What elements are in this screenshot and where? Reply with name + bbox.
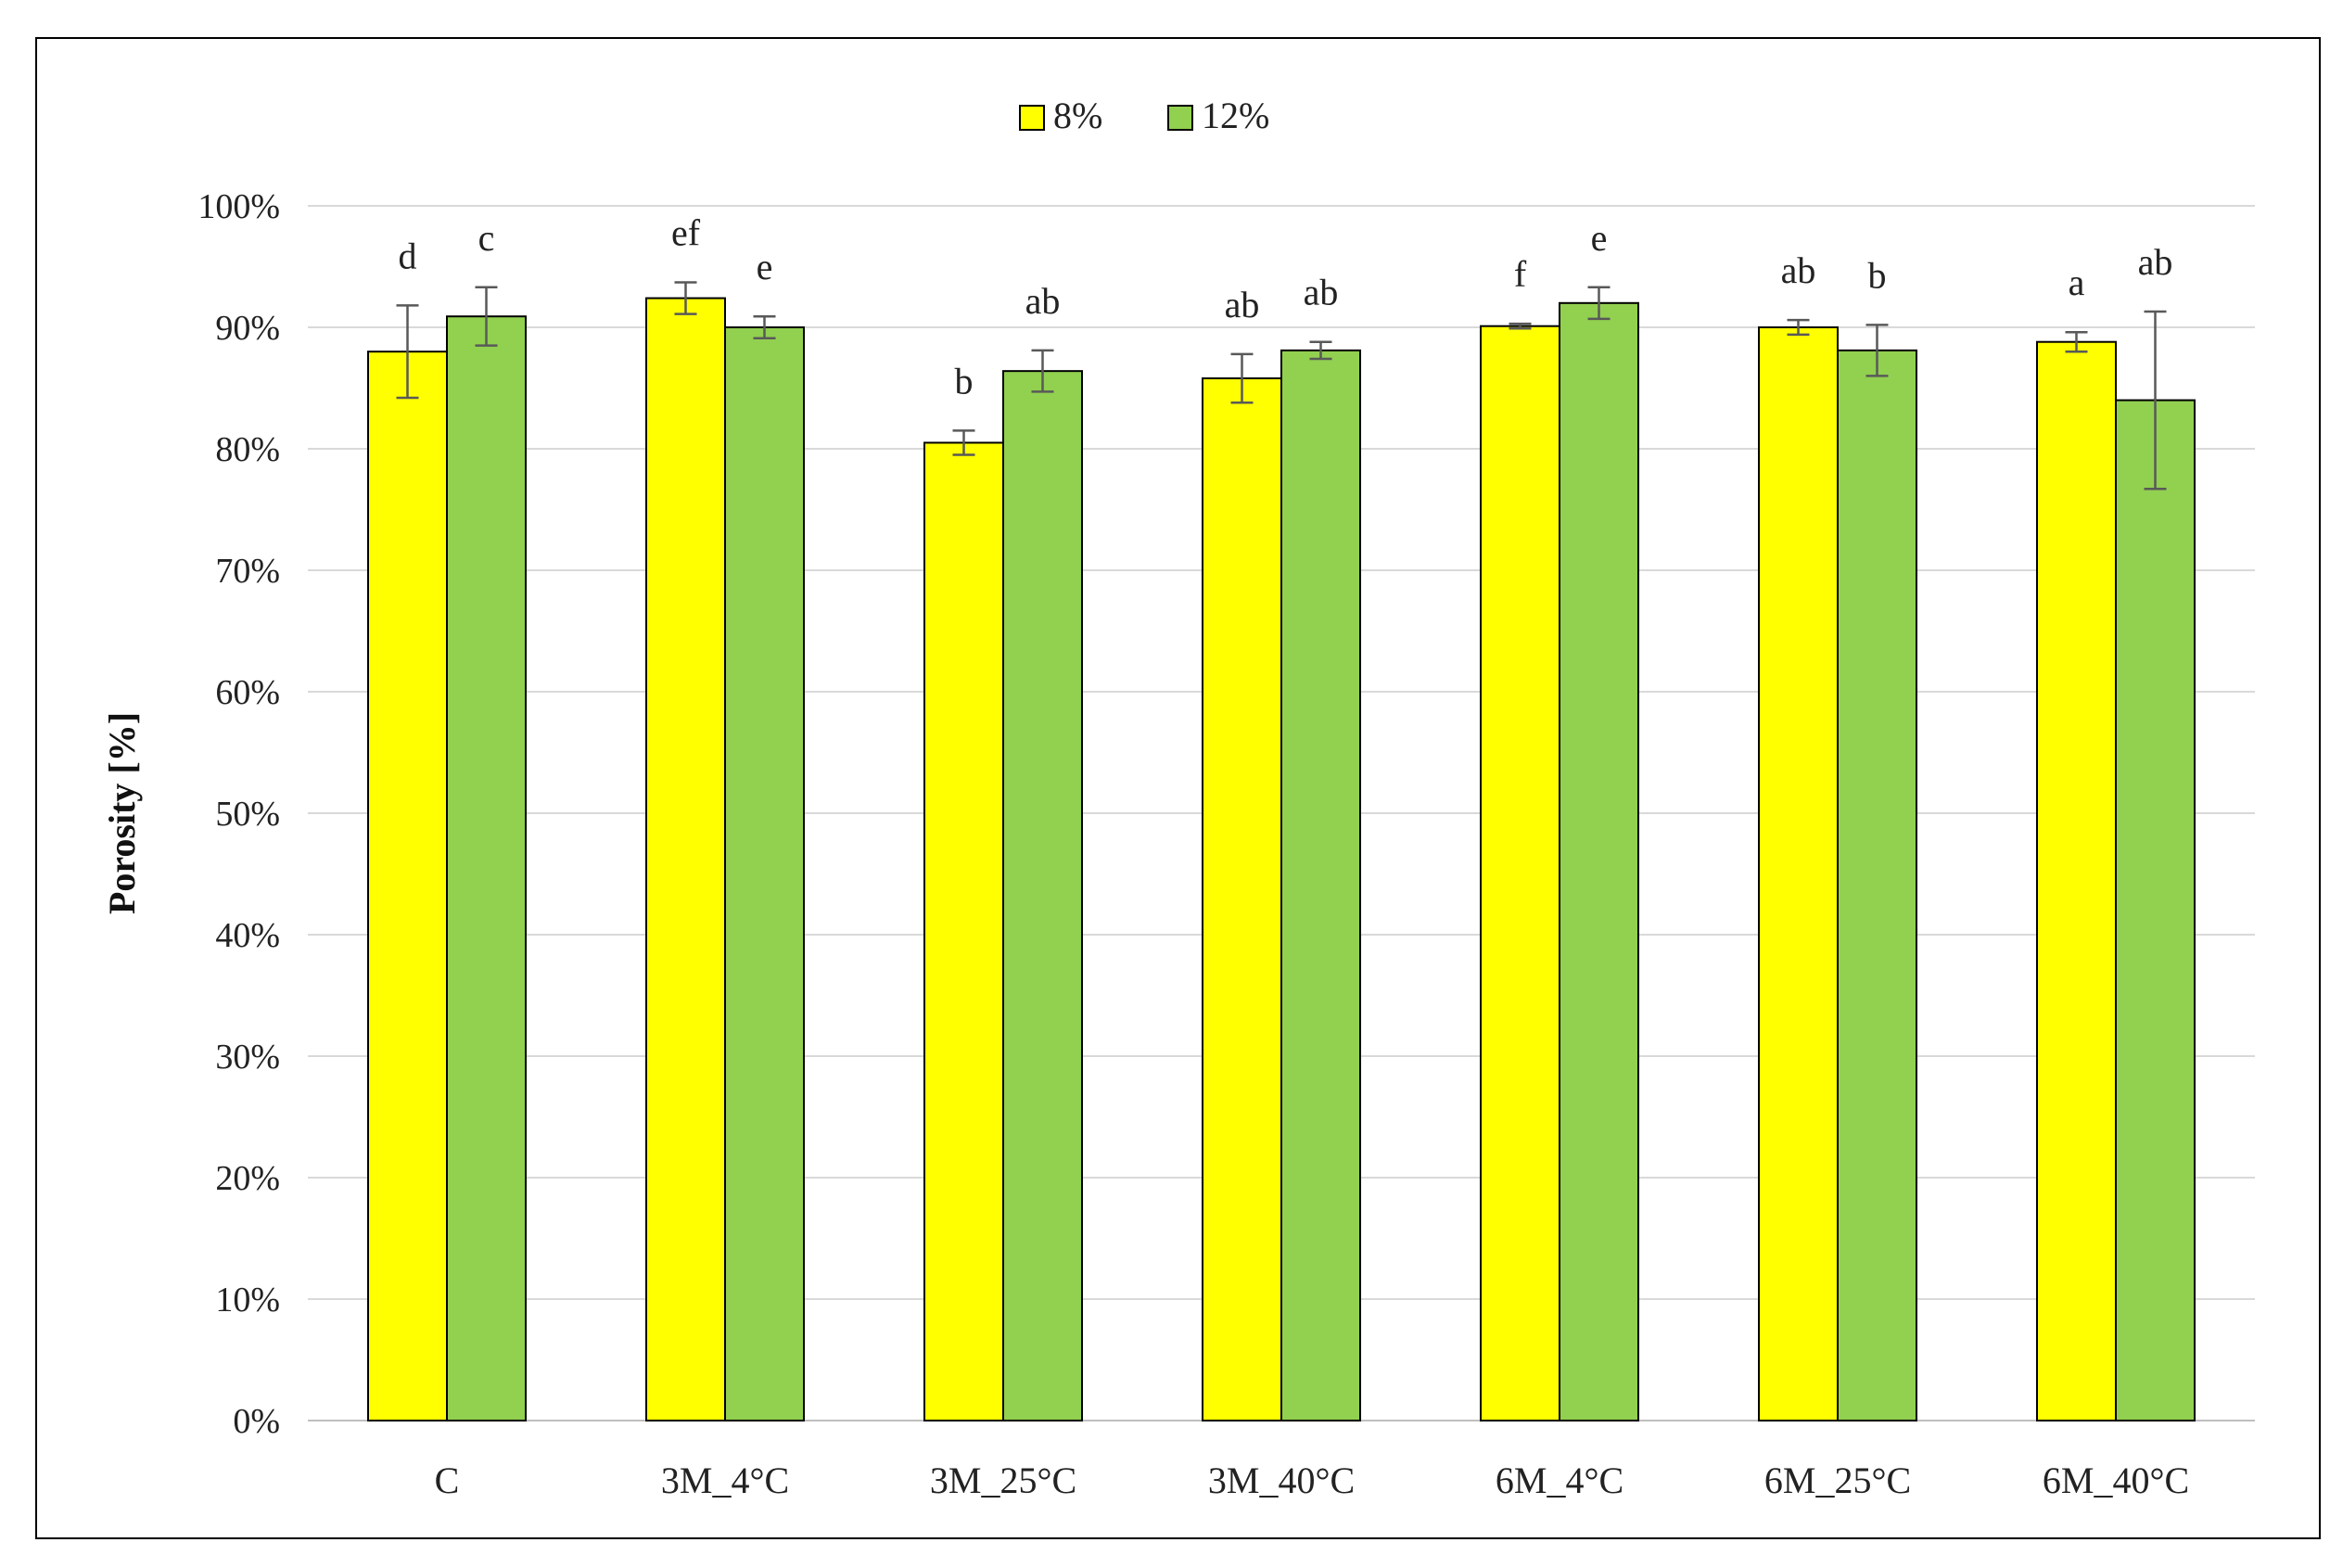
significance-letter: b — [955, 360, 974, 402]
x-category-label: 3M_25°C — [930, 1460, 1076, 1501]
significance-letter: ab — [1225, 284, 1260, 325]
chart-frame: 0% 10% 20% 30% 40% 50% 60% 70% 80% 90% 100% Porosit… — [35, 37, 2321, 1539]
x-category-label: 3M_4°C — [661, 1460, 789, 1501]
bar — [724, 326, 805, 1421]
bar — [1559, 301, 1639, 1421]
y-tick-label: 0% — [233, 1402, 280, 1441]
significance-letter: c — [478, 217, 495, 259]
x-category-label: 6M_4°C — [1496, 1460, 1623, 1501]
legend-swatch — [1167, 105, 1193, 131]
significance-letter: e — [757, 246, 773, 287]
legend-swatch — [1019, 105, 1045, 131]
x-category-label: 6M_40°C — [2043, 1460, 2189, 1501]
x-category-label: C — [435, 1460, 460, 1501]
bar — [1202, 377, 1282, 1421]
significance-letter: ab — [1781, 249, 1816, 291]
y-tick-label: 80% — [215, 430, 280, 469]
significance-letter: ab — [1304, 272, 1339, 313]
y-tick-label: 100% — [197, 187, 280, 226]
porosity-bar-chart: 0% 10% 20% 30% 40% 50% 60% 70% 80% 90% 100% Porosit… — [101, 95, 2255, 1501]
bar — [923, 441, 1004, 1422]
y-tick-label: 20% — [215, 1159, 280, 1198]
significance-letter: a — [2069, 261, 2085, 303]
x-category-label: 3M_40°C — [1208, 1460, 1355, 1501]
significance-letter: b — [1868, 254, 1887, 296]
significance-letter: e — [1591, 217, 1608, 259]
bar — [2036, 340, 2117, 1422]
bar — [446, 315, 527, 1422]
y-tick-label: 70% — [215, 552, 280, 591]
bar — [1280, 349, 1361, 1421]
significance-letter: f — [1514, 253, 1527, 295]
bar — [2115, 399, 2196, 1422]
y-tick-label: 60% — [215, 673, 280, 712]
bar — [1758, 326, 1839, 1421]
y-tick-label: 10% — [215, 1281, 280, 1319]
legend-label: 8% — [1053, 95, 1102, 136]
bar — [1480, 325, 1560, 1422]
y-axis-title: Porosity [%] — [101, 712, 143, 914]
bar — [645, 297, 726, 1421]
y-tick-label: 90% — [215, 309, 280, 348]
bar — [367, 351, 448, 1422]
y-tick-label: 40% — [215, 916, 280, 955]
legend-label: 12% — [1202, 95, 1269, 136]
x-category-label: 6M_25°C — [1764, 1460, 1911, 1501]
significance-letter: ab — [2138, 241, 2173, 283]
bar — [1002, 370, 1083, 1421]
y-tick-label: 30% — [215, 1038, 280, 1077]
significance-letter: d — [399, 235, 417, 276]
y-tick-label: 50% — [215, 795, 280, 834]
significance-letter: ab — [1025, 280, 1061, 322]
bar — [1837, 349, 1917, 1421]
significance-letter: ef — [671, 212, 701, 254]
